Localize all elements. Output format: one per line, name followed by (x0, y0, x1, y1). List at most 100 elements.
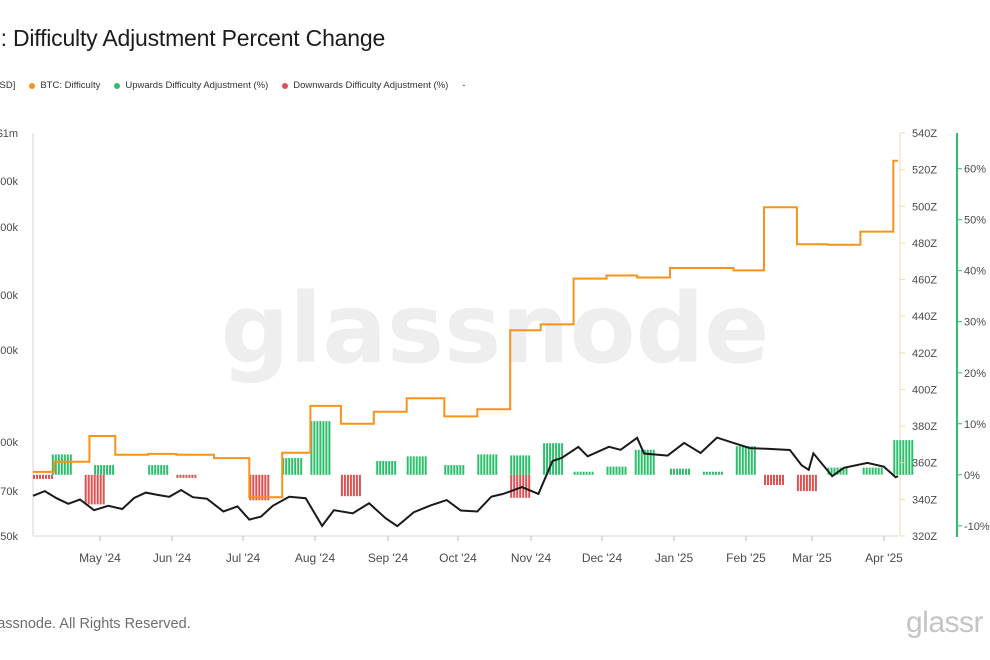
upwards-adjustment-bar-stripe (874, 467, 877, 475)
upwards-adjustment-bar-stripe (66, 454, 69, 475)
upwards-adjustment-bar-stripe (588, 471, 591, 475)
upwards-adjustment-bar-stripe (741, 446, 744, 475)
upwards-adjustment-bar-stripe (871, 467, 874, 475)
downwards-adjustment-bar-stripe (261, 474, 264, 501)
upwards-adjustment-bar-stripe (477, 454, 480, 475)
upwards-adjustment-bar (862, 467, 883, 475)
upwards-adjustment-bar-stripe (868, 467, 871, 475)
adjustment-tick-label: 60% (964, 164, 986, 176)
upwards-adjustment-bar-stripe (288, 458, 291, 475)
x-tick-label: Jun '24 (153, 551, 192, 565)
downwards-adjustment-bar-stripe (811, 474, 814, 492)
downwards-adjustment-bar (796, 474, 817, 492)
upwards-adjustment-bar (148, 465, 169, 475)
downwards-adjustment-bar-stripe (42, 474, 44, 479)
downwards-adjustment-bar-stripe (352, 474, 355, 497)
upwards-adjustment-bar-stripe (160, 465, 163, 475)
downwards-adjustment-bar-stripe (519, 474, 522, 498)
price-tick-label: 00k (0, 437, 18, 449)
downwards-adjustment-bar-stripe (525, 474, 528, 498)
upwards-adjustment-bar-stripe (640, 449, 643, 475)
upwards-adjustment-bar-stripe (492, 454, 495, 475)
upwards-adjustment-bar-stripe (391, 461, 394, 475)
upwards-adjustment-bar-stripe (621, 466, 624, 475)
downwards-adjustment-bar-stripe (87, 474, 90, 505)
downwards-adjustment-bar-stripe (258, 474, 261, 501)
downwards-adjustment-bar-stripe (48, 474, 50, 479)
upwards-adjustment-bar-stripe (51, 454, 54, 475)
downwards-adjustment-bar-stripe (782, 474, 784, 485)
legend-item-downwards[interactable]: Downwards Difficulty Adjustment (%) (282, 80, 448, 91)
downwards-adjustment-bar-stripe (355, 474, 358, 497)
downwards-adjustment-bar (176, 474, 197, 478)
downwards-adjustment-bar-stripe (764, 474, 766, 485)
upwards-adjustment-bar-stripe (166, 465, 169, 475)
upwards-adjustment-bar-stripe (447, 465, 450, 475)
upwards-adjustment-bar-stripe (708, 471, 711, 475)
price-tick-label: 70k (0, 486, 18, 498)
price-tick-label: 00k (0, 345, 18, 357)
upwards-adjustment-bar-stripe (376, 461, 379, 475)
downwards-adjustment-bar-stripe (179, 474, 182, 478)
downwards-adjustment-bar-stripe (814, 474, 817, 492)
upwards-adjustment-bar-stripe (865, 467, 868, 475)
upwards-adjustment-bar-stripe (157, 465, 160, 475)
upwards-adjustment-bar-stripe (516, 455, 519, 475)
x-tick-label: Feb '25 (726, 551, 766, 565)
downwards-adjustment-bar-stripe (802, 474, 805, 492)
price-tick-label: $1m (0, 128, 18, 140)
difficulty-tick-label: 400Z (912, 384, 937, 396)
upwards-adjustment-bar-stripe (637, 449, 640, 475)
legend-item-difficulty[interactable]: BTC: Difficulty (29, 80, 100, 91)
x-tick-label: Apr '25 (865, 551, 903, 565)
upwards-adjustment-bar-stripe (154, 465, 157, 475)
price-tick-label: 00k (0, 290, 18, 302)
upwards-adjustment-bar-stripe (163, 465, 166, 475)
difficulty-tick-label: 440Z (912, 311, 937, 323)
upwards-adjustment-bar-stripe (561, 443, 564, 475)
upwards-adjustment-bar-stripe (682, 468, 684, 475)
upwards-adjustment-bar-stripe (528, 455, 531, 475)
upwards-adjustment-bar (406, 456, 427, 475)
upwards-adjustment-bar-stripe (744, 446, 747, 475)
upwards-adjustment-bar (94, 465, 115, 475)
upwards-adjustment-bar (735, 446, 756, 475)
adjustment-tick-label: 40% (964, 266, 986, 278)
downwards-adjustment-bar-stripe (776, 474, 778, 485)
price-tick-label: 00k (0, 222, 18, 234)
upwards-adjustment-bar-stripe (549, 443, 552, 475)
upwards-adjustment-bar-stripe (406, 456, 409, 475)
upwards-adjustment-bar-stripe (63, 454, 66, 475)
downwards-adjustment-bar-stripe (255, 474, 258, 501)
difficulty-axis-ticks: 540Z 520Z 500Z 480Z 460Z 440Z 420Z 400Z 380Z 360Z… (900, 128, 937, 543)
upwards-adjustment-bar-stripe (905, 440, 908, 475)
downwards-adjustment-bar-stripe (182, 474, 185, 478)
x-tick-label: Nov '24 (511, 551, 552, 565)
upwards-adjustment-bar-stripe (649, 449, 652, 475)
upwards-adjustment-bar-stripe (688, 468, 690, 475)
upwards-adjustment-bar-stripe (382, 461, 385, 475)
downwards-adjustment-bar-stripe (191, 474, 194, 478)
upwards-adjustment-bar-stripe (69, 454, 72, 475)
difficulty-tick-label: 320Z (912, 531, 937, 543)
upwards-adjustment-bar-stripe (510, 455, 513, 475)
legend-item-dash[interactable]: - (462, 80, 465, 91)
legend-item-upwards[interactable]: Upwards Difficulty Adjustment (%) (114, 80, 268, 91)
upwards-adjustment-bar-stripe (836, 467, 839, 475)
upwards-adjustment-bar-stripe (97, 465, 100, 475)
upwards-adjustment-bar-stripe (103, 465, 106, 475)
difficulty-tick-label: 380Z (912, 421, 937, 433)
upwards-adjustment-bar-stripe (842, 467, 845, 475)
upwards-adjustment-bar-stripe (576, 471, 579, 475)
legend-dot-icon (114, 82, 121, 89)
upwards-adjustment-bar-stripe (313, 421, 316, 475)
legend-item-usd[interactable]: [USD] (0, 80, 15, 91)
upwards-adjustment-bar-stripe (546, 443, 549, 475)
upwards-adjustment-bar-stripe (579, 471, 582, 475)
x-tick-label: Jul '24 (226, 551, 261, 565)
upwards-adjustment-bar-stripe (880, 467, 883, 475)
adjustment-axis-ticks: 60% 50% 40% 30% 20% 10% 0% -10% (957, 164, 990, 533)
upwards-adjustment-bar (702, 471, 723, 475)
downwards-adjustment-bar-stripe (513, 474, 516, 498)
upwards-adjustment-bar-stripe (705, 471, 708, 475)
